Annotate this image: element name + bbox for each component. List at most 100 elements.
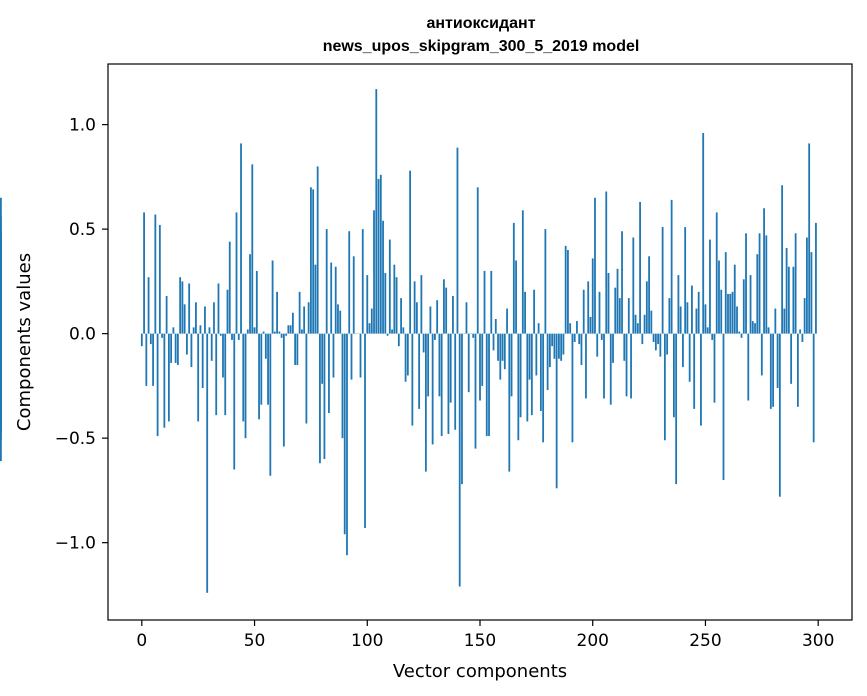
bar bbox=[431, 333, 434, 445]
bar bbox=[625, 333, 628, 397]
bar bbox=[325, 229, 328, 334]
bar bbox=[521, 210, 524, 334]
bar bbox=[691, 285, 693, 334]
bar bbox=[533, 289, 536, 334]
bar bbox=[700, 333, 702, 426]
bar bbox=[361, 229, 364, 334]
bar bbox=[510, 333, 513, 397]
bar bbox=[548, 333, 551, 368]
bar bbox=[589, 316, 592, 334]
bar bbox=[783, 308, 786, 334]
bar bbox=[815, 222, 817, 334]
bar bbox=[677, 275, 680, 334]
bar bbox=[368, 323, 371, 334]
bar bbox=[799, 329, 802, 334]
bar bbox=[176, 333, 179, 365]
bar bbox=[411, 333, 414, 426]
bar bbox=[204, 306, 206, 334]
bar bbox=[763, 208, 765, 334]
bar bbox=[287, 325, 290, 334]
bar bbox=[267, 333, 269, 405]
bar bbox=[242, 333, 245, 422]
plot-frame bbox=[107, 63, 853, 621]
bar bbox=[749, 275, 752, 334]
bar bbox=[147, 277, 150, 334]
bar bbox=[152, 333, 154, 386]
bar bbox=[298, 291, 301, 334]
bar bbox=[686, 302, 689, 334]
bar bbox=[722, 333, 725, 480]
bar bbox=[605, 191, 608, 334]
bar bbox=[781, 185, 784, 334]
bar bbox=[249, 254, 251, 334]
bar bbox=[262, 331, 265, 334]
bar bbox=[600, 333, 603, 340]
bar bbox=[490, 270, 493, 334]
bar bbox=[560, 333, 563, 361]
bar bbox=[339, 310, 342, 334]
bar bbox=[190, 333, 193, 368]
bar bbox=[612, 333, 614, 363]
bar bbox=[156, 333, 159, 437]
bar bbox=[558, 333, 560, 359]
bar bbox=[578, 333, 581, 345]
bar bbox=[711, 333, 714, 340]
bar bbox=[519, 333, 522, 418]
bar bbox=[508, 333, 511, 472]
bar bbox=[379, 174, 382, 334]
bar bbox=[474, 333, 477, 449]
bar bbox=[702, 132, 705, 334]
bar bbox=[343, 333, 346, 535]
bar bbox=[319, 333, 321, 464]
bar bbox=[670, 199, 673, 334]
bar bbox=[648, 256, 650, 334]
bar bbox=[391, 329, 393, 334]
bar bbox=[695, 308, 698, 334]
bar bbox=[481, 333, 484, 386]
y-tick-label: −1.0 bbox=[55, 534, 96, 554]
bar bbox=[621, 231, 623, 334]
bar bbox=[300, 329, 303, 334]
bar bbox=[346, 333, 348, 556]
bar bbox=[598, 291, 601, 334]
bar bbox=[742, 279, 745, 334]
bar bbox=[386, 333, 389, 336]
bar bbox=[395, 277, 398, 334]
bar bbox=[713, 333, 716, 403]
bar bbox=[158, 224, 161, 334]
bar bbox=[760, 333, 763, 376]
bar bbox=[375, 89, 378, 334]
bar bbox=[618, 298, 621, 334]
bar bbox=[553, 333, 556, 359]
bar bbox=[206, 333, 209, 593]
bar bbox=[291, 312, 294, 334]
bar bbox=[684, 227, 687, 334]
y-axis-ticks: −1.0 −0.5 0.0 0.5 1.0 bbox=[55, 116, 108, 554]
bar bbox=[663, 333, 666, 441]
bar bbox=[526, 333, 529, 422]
bar bbox=[404, 333, 407, 382]
bar bbox=[233, 333, 236, 470]
bar bbox=[276, 291, 278, 334]
bar bbox=[415, 302, 418, 334]
bar bbox=[429, 306, 432, 334]
bar bbox=[718, 260, 720, 334]
bar bbox=[231, 333, 233, 340]
bar bbox=[0, 233, 2, 334]
bar bbox=[603, 333, 605, 399]
bar bbox=[747, 333, 750, 401]
bar bbox=[627, 298, 630, 334]
x-tick-label: 200 bbox=[577, 631, 609, 651]
bar bbox=[774, 308, 777, 334]
x-tick-label: 50 bbox=[244, 631, 266, 651]
bar bbox=[720, 289, 723, 334]
bar bbox=[675, 333, 678, 485]
bar bbox=[769, 333, 772, 409]
bar bbox=[709, 239, 711, 334]
bar bbox=[456, 147, 459, 334]
bar bbox=[170, 333, 173, 363]
bar bbox=[312, 189, 315, 334]
bar bbox=[623, 333, 626, 361]
bar bbox=[706, 327, 709, 334]
